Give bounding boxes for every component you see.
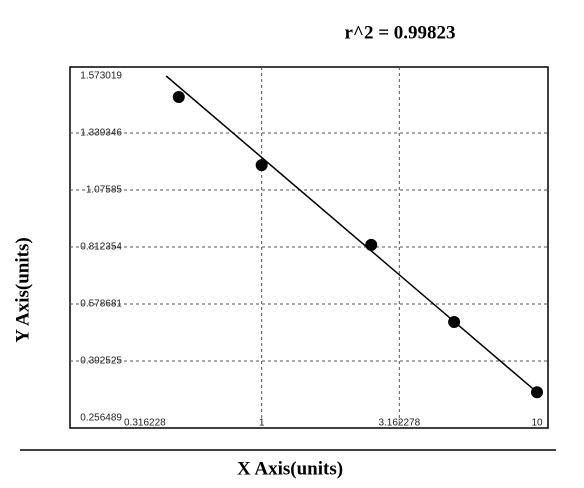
y-axis-label: Y Axis(units) <box>12 237 33 342</box>
data-point <box>172 90 185 103</box>
y-tick-label: 1.573019 <box>80 71 122 82</box>
data-point <box>255 159 268 172</box>
fit-line <box>165 75 538 393</box>
y-tick-label: 0.256489 <box>80 413 122 424</box>
plot-frame <box>69 66 549 429</box>
data-point <box>365 238 378 251</box>
data-point <box>448 315 461 328</box>
x-tick-label: 0.316228 <box>124 418 166 429</box>
x-axis-label: X Axis(units) <box>237 458 343 479</box>
data-point <box>531 386 543 399</box>
x-tick-label: 10 <box>531 418 543 429</box>
chart-title: r^2 = 0.99823 <box>344 22 455 43</box>
y-tick-label: 1.07585 <box>86 185 123 196</box>
